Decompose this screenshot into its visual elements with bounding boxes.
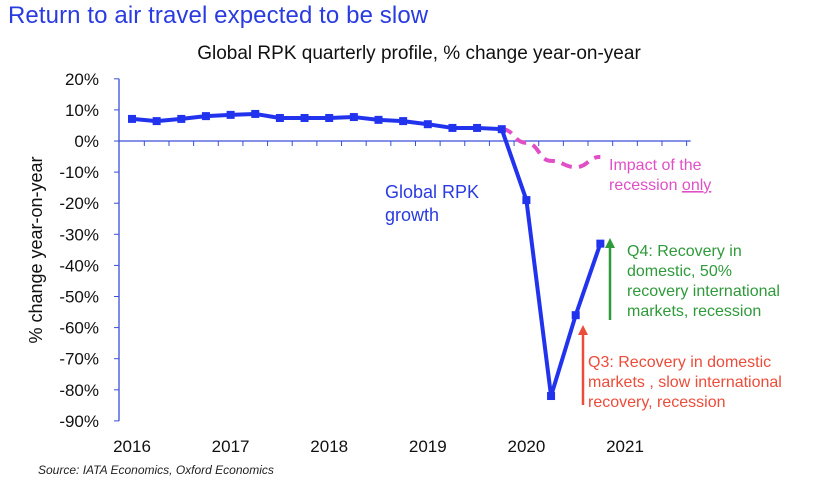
data-point <box>374 115 383 124</box>
annotation-global-rpk-growth: Global RPK growth <box>385 182 479 225</box>
x-tick-label: 2018 <box>310 437 348 456</box>
arrow-head <box>578 325 588 335</box>
annotation-q3: Q3: Recovery in domestic markets , slow i… <box>588 354 782 411</box>
x-tick-label: 2019 <box>409 437 447 456</box>
data-point <box>152 117 161 126</box>
series-line-recession-impact <box>501 127 601 170</box>
data-point <box>251 109 260 118</box>
chart-title: Global RPK quarterly profile, % change y… <box>197 43 641 64</box>
y-tick-label: -60% <box>59 319 99 338</box>
annotation-q4-line: Q4: Recovery in <box>627 243 742 260</box>
y-tick-label: -70% <box>59 350 99 369</box>
annotation-recession-impact-line: recession <box>609 177 682 194</box>
headline: Return to air travel expected to be slow <box>8 2 429 29</box>
y-tick-label: -50% <box>59 288 99 307</box>
series <box>128 109 605 401</box>
data-point <box>473 123 482 132</box>
axes <box>114 78 691 422</box>
annotation-q4-line: recovery international <box>627 283 780 300</box>
source-note: Source: IATA Economics, Oxford Economics <box>38 463 274 477</box>
y-tick-label: -10% <box>59 163 99 182</box>
data-point <box>275 113 284 122</box>
arrow-up-icon-q4 <box>605 238 615 320</box>
annotation-q4-line: markets, recession <box>627 303 761 320</box>
arrow-head <box>605 238 615 248</box>
x-tick-label: 2020 <box>507 437 545 456</box>
annotation-underlined-word: only <box>682 177 711 194</box>
annotation-recession-impact-line: Impact of the <box>609 157 702 174</box>
x-tick-label: 2021 <box>606 437 644 456</box>
annotation-q3-line: recovery, recession <box>588 394 726 411</box>
data-point <box>497 125 506 134</box>
annotation-q4-line: domestic, 50% <box>627 263 732 280</box>
annotation-global-rpk-growth-line: growth <box>385 205 439 225</box>
annotation-q3-line: markets , slow international <box>588 374 782 391</box>
annotation-q3-line: Q3: Recovery in domestic <box>588 354 771 371</box>
y-tick-label: -30% <box>59 225 99 244</box>
data-point <box>300 113 309 122</box>
data-point <box>325 113 334 122</box>
data-point <box>596 239 605 248</box>
data-point <box>201 112 210 121</box>
y-tick-labels: 20% 10% 0% -10% -20% -30% -40% -50% -60% -70% -80%… <box>59 70 99 431</box>
x-tick-labels: 2016 2017 2018 2019 2020 2021 <box>113 437 644 456</box>
data-point <box>547 392 556 401</box>
y-tick-label: 0% <box>74 132 99 151</box>
data-point <box>399 117 408 126</box>
y-tick-label: -20% <box>59 194 99 213</box>
y-tick-label: -80% <box>59 381 99 400</box>
data-point <box>522 196 531 205</box>
data-point <box>349 113 358 122</box>
x-tick-label: 2016 <box>113 437 151 456</box>
data-point <box>423 120 432 129</box>
y-tick-label: -40% <box>59 256 99 275</box>
annotation-global-rpk-growth-line: Global RPK <box>385 182 479 202</box>
annotation-q4: Q4: Recovery in domestic, 50% recovery int… <box>627 243 780 320</box>
arrow-up-icon-q3 <box>578 325 588 405</box>
y-tick-label: -90% <box>59 412 99 431</box>
data-point <box>226 110 235 119</box>
x-tick-label: 2017 <box>212 437 250 456</box>
data-point <box>448 123 457 132</box>
annotations: Global RPK growth Impact of the recession o… <box>385 157 782 411</box>
data-point <box>571 311 580 320</box>
y-tick-label: 10% <box>65 101 99 120</box>
annotation-recession-impact: Impact of the recession only <box>609 157 711 194</box>
y-tick-label: 20% <box>65 70 99 89</box>
series-line-global-rpk <box>131 111 603 399</box>
y-axis-label: % change year-on-year <box>26 156 46 343</box>
data-point <box>177 114 186 123</box>
data-point <box>128 114 136 123</box>
